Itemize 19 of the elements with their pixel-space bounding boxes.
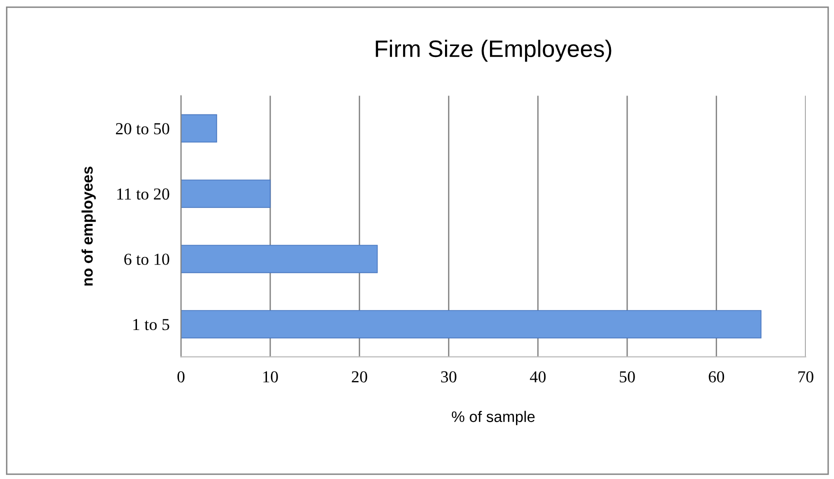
x-tick-label: 50 bbox=[620, 371, 635, 382]
y-tick-label: 6 to 10 bbox=[124, 254, 170, 265]
x-axis-title: % of sample bbox=[452, 410, 535, 426]
y-tick-label: 11 to 20 bbox=[117, 188, 170, 200]
chart-title: Firm Size (Employees) bbox=[376, 40, 612, 62]
bar bbox=[180, 244, 378, 274]
bar bbox=[180, 310, 762, 338]
x-tick-label: 0 bbox=[177, 371, 185, 382]
x-tick-label: 40 bbox=[530, 371, 546, 382]
x-tick-label: 70 bbox=[798, 371, 814, 382]
x-tick-label: 10 bbox=[263, 371, 278, 382]
x-tick-label: 60 bbox=[708, 371, 724, 382]
bar bbox=[180, 114, 218, 143]
y-axis-title: no of employees bbox=[82, 166, 96, 286]
x-tick-label: 20 bbox=[352, 371, 368, 382]
y-tick-label: 1 to 5 bbox=[133, 319, 170, 330]
bar bbox=[180, 180, 271, 208]
x-tick-label: 30 bbox=[441, 371, 456, 382]
y-tick-label: 20 to 50 bbox=[116, 123, 170, 134]
